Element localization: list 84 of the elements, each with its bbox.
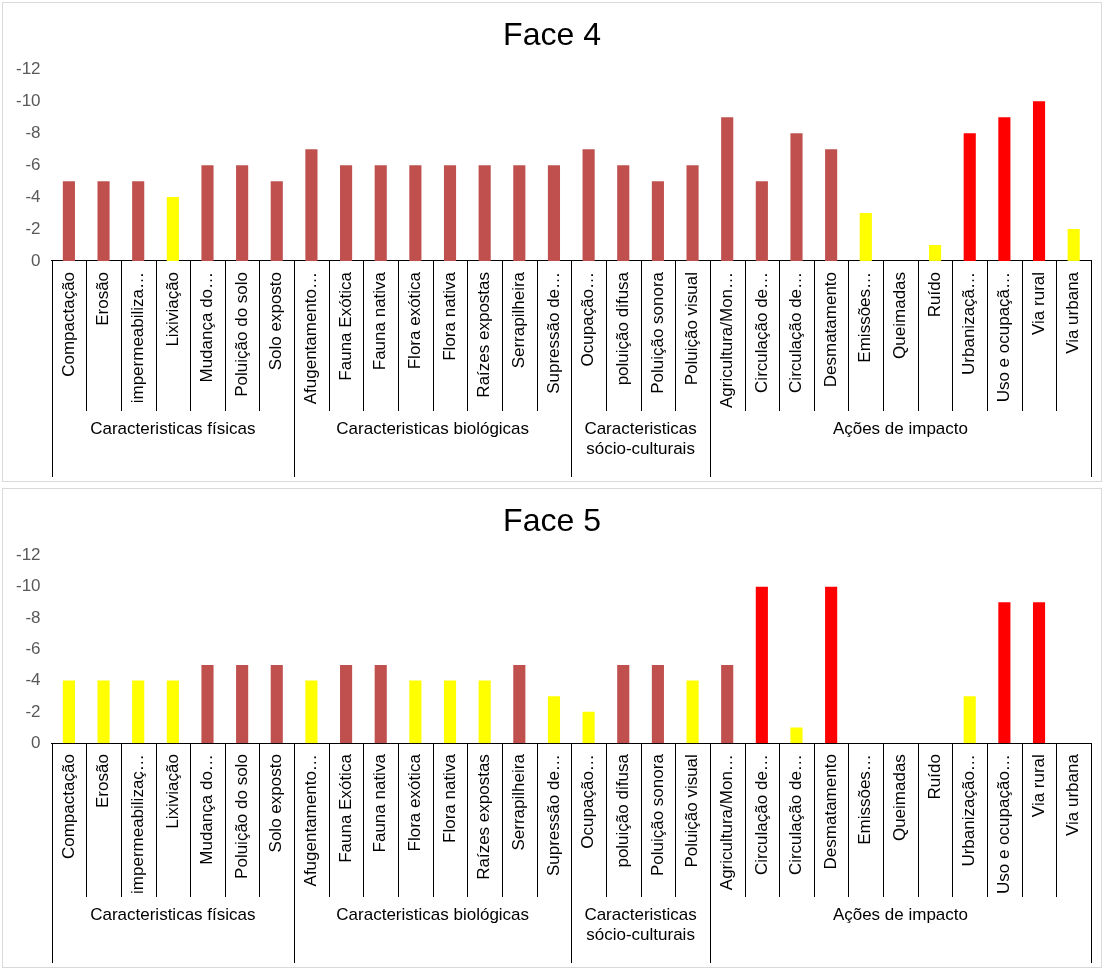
x-tick-label: Emissões… bbox=[855, 754, 875, 845]
y-tick-label: -2 bbox=[25, 701, 41, 721]
x-tick-label: Flora nativa bbox=[439, 271, 459, 361]
x-tick-label: Poluição visual bbox=[682, 754, 702, 868]
y-tick-label: -10 bbox=[15, 91, 41, 111]
text: Ações de impacto bbox=[832, 419, 969, 439]
y-tick-label: -10 bbox=[15, 576, 41, 596]
x-tick-label: Serrapilheira bbox=[509, 271, 528, 369]
x-tick-label: Raízes expostas bbox=[474, 754, 494, 880]
x-tick-label: Compactação bbox=[58, 754, 78, 860]
text: Caracteristicas sócio-culturais bbox=[584, 905, 697, 945]
chart-title: Face 5 bbox=[503, 502, 601, 539]
x-tick-label: Supressão de… bbox=[543, 271, 563, 394]
x-tick-label: Via urbana bbox=[1063, 271, 1083, 354]
x-tick-label: Mudança do… bbox=[197, 754, 217, 865]
y-tick-label: -2 bbox=[25, 218, 41, 238]
x-tick-label: Mudança do… bbox=[197, 271, 217, 383]
x-tick-label: Poluição sonora bbox=[647, 753, 667, 877]
x-tick-label: Fauna nativa bbox=[370, 271, 390, 371]
x-tick-label: Uso e ocupação… bbox=[994, 754, 1014, 895]
x-tick-label: Desmatamento bbox=[820, 271, 840, 388]
x-tick-label: Poluição sonora bbox=[647, 271, 667, 394]
y-tick-label: 0 bbox=[31, 732, 41, 752]
text: Caracteristicas biológicas bbox=[336, 905, 530, 925]
x-tick-label: Queimadas bbox=[890, 754, 910, 842]
x-tick-label: Desmatamento bbox=[820, 754, 840, 870]
y-tick-label: -6 bbox=[25, 154, 41, 174]
x-tick-label: impermeabiliza… bbox=[127, 271, 147, 404]
x-tick-label: Via rural bbox=[1028, 271, 1048, 335]
x-tick-label: Urbanizaçã… bbox=[959, 271, 979, 375]
text: Caracteristicas biológicas bbox=[336, 419, 530, 439]
x-tick-label: Lixiviação bbox=[162, 271, 182, 347]
x-tick-label: Circulação de… bbox=[751, 754, 771, 876]
x-tick-label: Circulação de… bbox=[751, 271, 771, 393]
x-tick-label: Solo exposto bbox=[266, 754, 286, 853]
x-tick-label: Ruído bbox=[924, 754, 944, 800]
text: Caracteristicas físicas bbox=[90, 905, 256, 925]
x-tick-label: Fauna Exótica bbox=[335, 271, 355, 381]
x-tick-label: Flora exótica bbox=[405, 271, 425, 370]
y-tick-label: -12 bbox=[15, 59, 41, 79]
y-tick-label: -8 bbox=[25, 607, 41, 627]
text: Caracteristicas sócio-culturais bbox=[584, 419, 697, 459]
x-tick-label: poluição difusa bbox=[612, 753, 632, 868]
x-tick-label: Agricultura/Mon… bbox=[716, 754, 736, 891]
y-tick-label: -4 bbox=[25, 670, 41, 690]
x-tick-label: Raízes expostas bbox=[474, 271, 494, 398]
chart-title: Face 4 bbox=[503, 16, 601, 53]
x-tick-label: Circulação de… bbox=[786, 271, 806, 393]
text: Caracteristicas físicas bbox=[90, 419, 256, 439]
x-tick-label: Afugentamento… bbox=[301, 754, 321, 887]
x-tick-label: Lixiviação bbox=[162, 754, 182, 829]
x-tick-label: Ocupação… bbox=[578, 271, 598, 367]
x-tick-label: Afugentamento… bbox=[301, 271, 321, 405]
y-tick-label: 0 bbox=[31, 250, 41, 270]
x-tick-label: Via urbana bbox=[1063, 753, 1083, 837]
x-tick-label: Poluição visual bbox=[682, 271, 702, 386]
text: Ações de impacto bbox=[832, 905, 969, 925]
x-tick-label: Via rural bbox=[1028, 754, 1048, 818]
y-tick-label: -8 bbox=[25, 122, 41, 142]
x-tick-label: Poluição do solo bbox=[231, 271, 251, 397]
x-tick-label: Ocupação… bbox=[578, 754, 598, 849]
x-tick-label: Erosão bbox=[93, 271, 113, 326]
x-tick-label: Circulação de… bbox=[786, 754, 806, 876]
x-tick-label: Flora nativa bbox=[439, 753, 459, 843]
x-tick-label: Supressão de… bbox=[543, 754, 563, 877]
x-tick-label: Agricultura/Mon… bbox=[716, 271, 736, 409]
x-tick-label: Poluição do solo bbox=[231, 754, 251, 879]
x-tick-label: Ruído bbox=[924, 271, 944, 318]
x-tick-label: Serrapilheira bbox=[509, 753, 528, 851]
x-tick-label: Urbanização… bbox=[959, 754, 979, 867]
x-tick-label: Uso e ocupaçã… bbox=[994, 271, 1014, 403]
x-tick-label: Compactação bbox=[58, 271, 78, 377]
x-tick-label: Emissões… bbox=[855, 271, 875, 363]
x-tick-label: Fauna nativa bbox=[370, 753, 390, 853]
x-tick-label: Erosão bbox=[93, 754, 113, 809]
x-tick-label: Queimadas bbox=[890, 271, 910, 359]
y-tick-label: -12 bbox=[15, 545, 41, 565]
x-tick-label: impermeabilizaç… bbox=[127, 754, 147, 894]
y-tick-label: -6 bbox=[25, 638, 41, 658]
y-tick-label: -4 bbox=[25, 186, 41, 206]
x-tick-label: Flora exótica bbox=[405, 753, 425, 852]
x-tick-label: poluição difusa bbox=[612, 271, 632, 386]
x-tick-label: Solo exposto bbox=[266, 271, 286, 371]
x-tick-label: Fauna Exótica bbox=[335, 753, 355, 863]
